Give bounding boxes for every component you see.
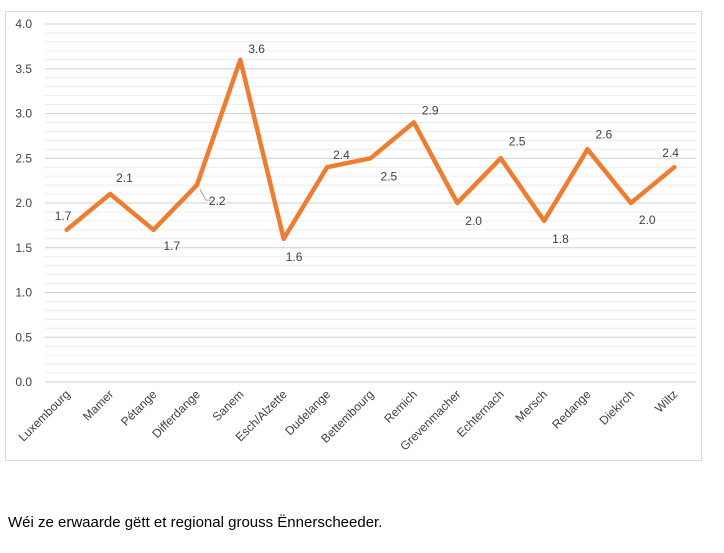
y-tick-label: 3.0: [15, 107, 32, 121]
data-label: 1.8: [552, 232, 569, 246]
data-label: 1.7: [164, 239, 181, 253]
data-point: [238, 57, 243, 62]
y-tick-label: 2.0: [15, 196, 32, 210]
data-point: [151, 227, 156, 232]
y-tick-label: 1.0: [15, 286, 32, 300]
data-label: 1.6: [286, 250, 303, 264]
data-label: 2.5: [509, 134, 526, 148]
x-tick-label: Redange: [549, 387, 594, 432]
data-point: [281, 236, 286, 241]
data-point: [585, 147, 590, 152]
x-tick-label: Diekirch: [596, 387, 637, 428]
data-label: 2.9: [422, 103, 439, 117]
data-label: 2.4: [333, 148, 350, 162]
line-chart: 0.0 0.5 1.0 1.5 2.0 2.5 3.0 3.5 4.0 Luxembourg Mam…: [15, 17, 696, 453]
y-tick-label: 2.5: [15, 151, 32, 165]
data-label: 2.5: [381, 169, 398, 183]
data-point: [64, 227, 69, 232]
chart-frame: 0.0 0.5 1.0 1.5 2.0 2.5 3.0 3.5 4.0 Luxembourg Mam…: [5, 11, 702, 461]
x-tick-label: Luxembourg: [16, 387, 73, 444]
chart-caption: Wéi ze erwaarde gëtt et regional grouss …: [8, 514, 383, 531]
x-tick-label: Remich: [381, 387, 420, 426]
data-point: [411, 120, 416, 125]
data-point: [542, 218, 547, 223]
data-point: [108, 192, 113, 197]
y-tick-label: 3.5: [15, 62, 32, 76]
x-tick-label: Wiltz: [652, 387, 680, 415]
data-point: [368, 156, 373, 161]
data-point: [325, 165, 330, 170]
data-label: 3.6: [248, 42, 265, 56]
y-tick-label: 1.5: [15, 241, 32, 255]
data-label: 2.4: [662, 146, 679, 160]
y-tick-label: 0.0: [15, 375, 32, 389]
data-label: 2.6: [596, 127, 613, 141]
data-point: [628, 201, 633, 205]
data-point: [498, 156, 503, 161]
y-tick-label: 4.0: [15, 17, 32, 31]
data-point: [194, 183, 199, 188]
x-tick-label: Pétange: [118, 387, 160, 429]
data-label: 2.2: [209, 194, 226, 208]
x-tick-label: Sanem: [210, 387, 247, 424]
label-leader-line: [199, 188, 211, 201]
data-point: [672, 165, 677, 170]
data-point: [455, 201, 460, 205]
data-label: 1.7: [55, 209, 72, 223]
data-label: 2.1: [116, 171, 133, 185]
data-label: 2.0: [639, 213, 656, 227]
x-tick-label: Mersch: [513, 387, 551, 425]
y-tick-label: 0.5: [15, 330, 32, 344]
x-tick-label: Mamer: [80, 387, 116, 423]
x-tick-label: Echternach: [454, 387, 507, 440]
data-label: 2.0: [465, 214, 482, 228]
